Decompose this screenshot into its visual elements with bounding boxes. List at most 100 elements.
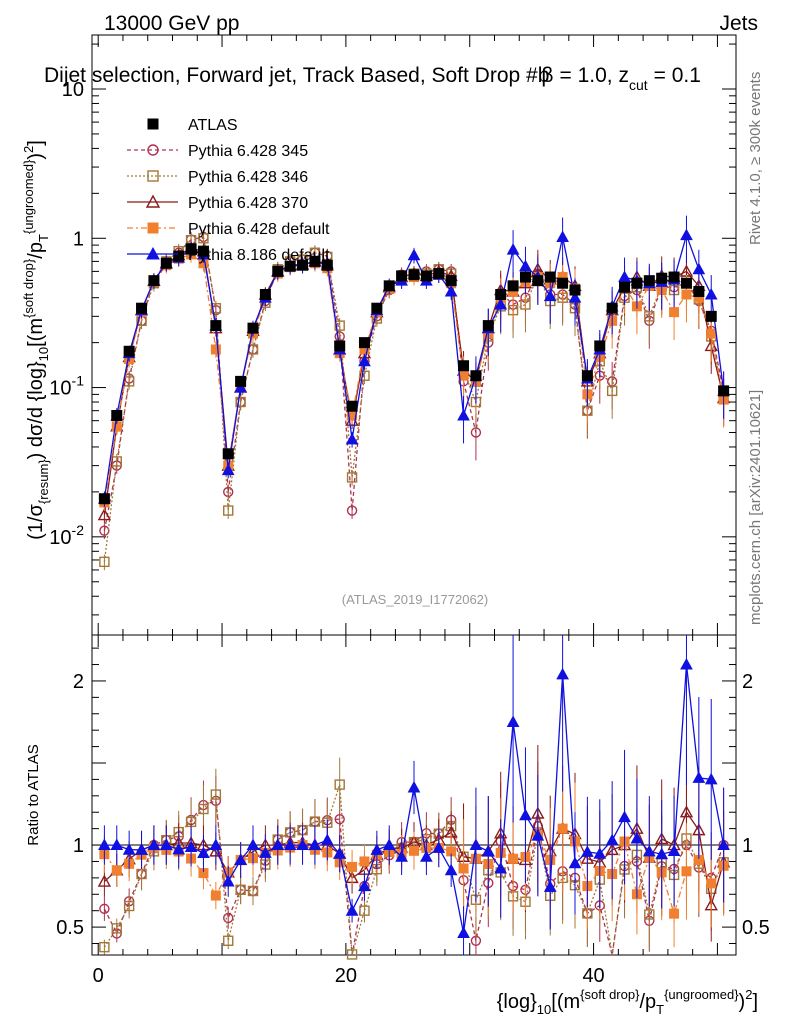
- main-point-atlas: [619, 281, 631, 293]
- ratio-point-pythia-8-186-default: [345, 904, 359, 916]
- main-point-pythia-8-186-default: [568, 291, 582, 303]
- ratio-point-pythia-8-186-default: [259, 846, 272, 858]
- main-series-layer: [97, 215, 731, 571]
- main-point-atlas: [210, 320, 222, 332]
- main-point-atlas: [98, 493, 110, 505]
- legend-marker-pythia-8-186-default: [146, 246, 160, 260]
- main-point-pythia-6-428-346: [235, 396, 246, 408]
- ratio-point-pythia-6-428-345: [334, 813, 345, 825]
- ratio-point-pythia-8-186-default: [395, 850, 408, 862]
- ratio-point-pythia-8-186-default: [481, 844, 495, 857]
- ratio-point-pythia-8-186-default: [234, 853, 247, 865]
- ratio-point-pythia-8-186-default: [432, 841, 446, 853]
- x-tick-label: 40: [582, 965, 604, 987]
- main-point-atlas: [557, 277, 569, 289]
- main-point-pythia-8-186-default: [680, 228, 693, 241]
- main-point-atlas: [346, 400, 358, 412]
- legend-label-pythia-8-186-default: Pythia 8.186 default: [188, 247, 330, 264]
- mcplots-label: mcplots.cern.ch [arXiv:2401.10621]: [747, 390, 764, 625]
- plot-title-tail: = 0.1: [654, 64, 701, 87]
- main-point-pythia-6-428-346: [99, 556, 110, 568]
- main-point-atlas: [272, 265, 284, 277]
- main-y-tick-label: 1: [73, 228, 84, 250]
- main-y-tick-label: 10-2: [49, 522, 84, 549]
- ratio-point-pythia-8-186-default: [209, 838, 223, 851]
- ratio-point-pythia-8-186-default: [506, 715, 520, 727]
- main-point-atlas: [668, 271, 680, 283]
- main-point-atlas: [433, 268, 445, 280]
- axes-layer: 0 20 40 10-2 10-1 1 10 0.5 0.5 1 1 2 2: [49, 35, 770, 987]
- main-point-atlas: [358, 337, 370, 349]
- main-point-atlas: [185, 243, 197, 255]
- ratio-point-pythia-8-186-default: [556, 667, 569, 680]
- main-point-atlas: [519, 271, 531, 283]
- ratio-point-pythia-6-428-346: [198, 803, 209, 815]
- ratio-line-pythia-6-428-default: [103, 827, 725, 916]
- main-point-atlas: [495, 289, 507, 301]
- analysis-watermark: (ATLAS_2019_I1772062): [342, 592, 488, 607]
- ratio-point-pythia-8-186-default: [358, 879, 371, 892]
- main-point-atlas: [482, 320, 494, 332]
- ratio-y-tick-label-right: 1: [742, 835, 753, 857]
- ratio-point-pythia-6-428-default: [706, 878, 717, 889]
- ratio-point-pythia-8-186-default: [370, 843, 384, 855]
- ratio-y-tick-label-right: 0.5: [742, 917, 770, 939]
- ratio-point-pythia-6-428-default: [359, 856, 370, 867]
- ratio-point-pythia-8-186-default: [680, 658, 693, 670]
- main-point-atlas: [297, 259, 309, 271]
- main-point-atlas: [284, 260, 296, 272]
- main-y-tick-label: 10: [62, 79, 84, 101]
- ratio-point-pythia-8-186-default: [407, 780, 421, 793]
- main-point-atlas: [544, 271, 556, 283]
- main-point-atlas: [507, 280, 519, 292]
- main-point-pythia-8-186-default: [345, 432, 359, 445]
- ratio-point-pythia-8-186-default: [618, 810, 631, 823]
- legend-label-pythia-6-428-346: Pythia 6.428 346: [188, 169, 308, 186]
- main-point-pythia-6-428-345: [99, 525, 110, 536]
- legend-marker-pythia-6-428-370: [145, 194, 161, 208]
- main-point-atlas: [458, 360, 470, 372]
- main-point-pythia-8-186-default: [407, 248, 421, 261]
- ratio-point-pythia-8-186-default: [692, 771, 706, 783]
- main-point-pythia-6-428-345: [346, 505, 358, 516]
- main-point-pythia-6-428-370: [97, 508, 112, 521]
- ratio-point-pythia-8-186-default: [494, 861, 508, 874]
- main-point-pythia-8-186-default: [444, 284, 458, 297]
- main-point-pythia-6-428-346: [223, 505, 234, 516]
- main-point-atlas: [594, 340, 606, 352]
- ratio-point-pythia-8-186-default: [519, 808, 532, 821]
- ratio-point-pythia-6-428-default: [681, 866, 692, 877]
- ratio-point-pythia-8-186-default: [630, 831, 644, 844]
- legend-label-pythia-6-428-370: Pythia 6.428 370: [188, 195, 308, 212]
- ratio-point-pythia-8-186-default: [382, 838, 396, 851]
- main-point-atlas: [643, 275, 655, 287]
- main-point-atlas: [235, 375, 247, 387]
- ratio-point-pythia-6-428-370: [679, 805, 694, 818]
- main-point-atlas: [247, 322, 259, 334]
- main-point-pythia-6-428-346: [210, 303, 222, 314]
- ratio-point-pythia-8-186-default: [605, 833, 619, 846]
- ratio-point-pythia-6-428-default: [669, 908, 680, 919]
- ratio-point-pythia-8-186-default: [283, 838, 297, 851]
- ratio-point-pythia-8-186-default: [568, 856, 582, 869]
- x-tick-label: 0: [93, 965, 104, 987]
- x-tick-label: 20: [335, 965, 357, 987]
- plot-title-params: = 1.0, z: [559, 64, 628, 87]
- legend-marker-pythia-6-428-default: [147, 222, 159, 234]
- ratio-point-pythia-6-428-default: [210, 890, 221, 901]
- main-point-pythia-6-428-default: [681, 289, 692, 300]
- main-point-atlas: [173, 250, 185, 262]
- main-point-atlas: [111, 409, 123, 421]
- main-point-pythia-8-186-default: [234, 381, 247, 393]
- ratio-point-pythia-6-428-default: [347, 861, 358, 872]
- ratio-point-pythia-8-186-default: [172, 842, 186, 855]
- main-point-atlas: [136, 302, 148, 314]
- legend-label-pythia-6-428-default: Pythia 6.428 default: [188, 221, 330, 238]
- main-point-atlas: [569, 284, 581, 296]
- ratio-point-pythia-6-428-346: [346, 949, 358, 960]
- main-point-pythia-8-186-default: [506, 243, 520, 255]
- main-point-pythia-6-428-default: [669, 307, 680, 318]
- process-label: Jets: [719, 12, 758, 35]
- ratio-point-pythia-8-186-default: [667, 844, 681, 857]
